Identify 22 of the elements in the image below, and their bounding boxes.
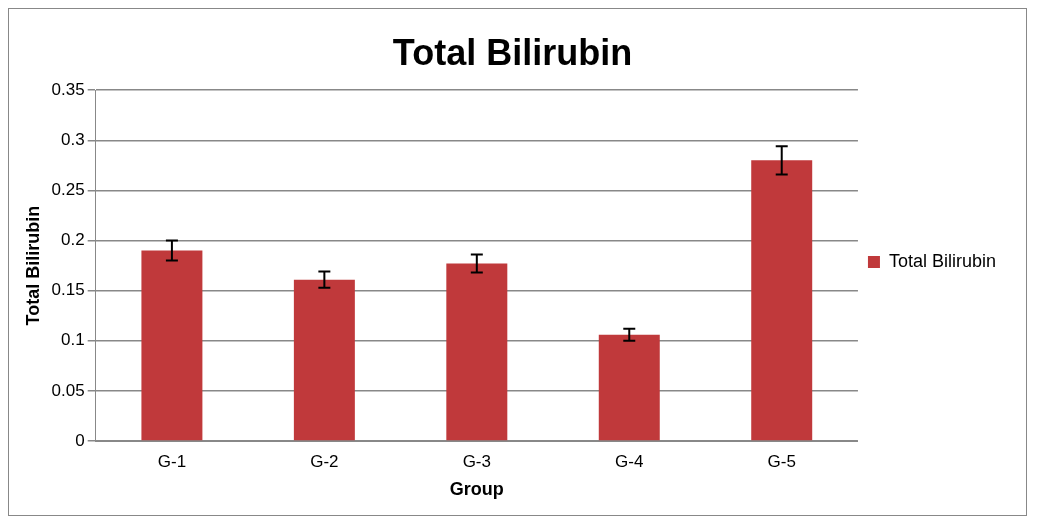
y-tick-label: 0 (75, 430, 85, 450)
y-tick-label: 0.1 (61, 330, 85, 350)
y-tick-label: 0.05 (51, 380, 85, 400)
x-tick-label: G-2 (310, 451, 339, 471)
y-tick-label: 0.25 (51, 180, 85, 200)
bar (141, 250, 203, 441)
y-tick-label: 0.15 (51, 280, 85, 300)
bar (446, 263, 508, 441)
x-tick-label: G-3 (462, 451, 491, 471)
bar (598, 334, 660, 441)
x-axis-title: Group (449, 479, 504, 500)
legend-label: Total Bilirubin (888, 250, 997, 271)
x-tick-label: G-4 (615, 451, 644, 471)
x-tick-label: G-1 (157, 451, 187, 471)
y-tick-label: 0.35 (51, 79, 85, 99)
y-tick-label: 0.3 (61, 130, 85, 149)
bar (751, 160, 813, 441)
bar (293, 279, 355, 441)
y-tick-label: 0.2 (61, 230, 85, 250)
chart-title: Total Bilirubin (392, 31, 633, 73)
x-tick-label: G-5 (767, 451, 796, 471)
y-axis-title: Total Bilirubin (22, 205, 43, 326)
